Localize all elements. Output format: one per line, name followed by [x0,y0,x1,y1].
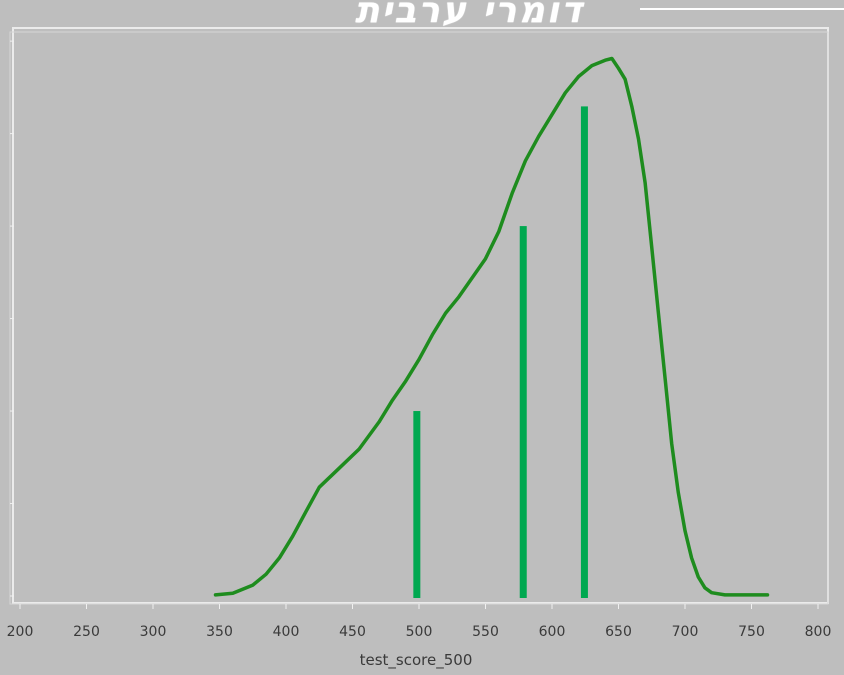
x-tick-label: 550 [472,624,499,640]
x-tick-label: 350 [206,624,233,640]
x-tick-label: 200 [7,624,34,640]
x-tick-label: 700 [672,624,699,640]
plot-frame [12,27,829,604]
x-axis-label: test_score_500 [0,651,844,669]
x-tick-label: 250 [73,624,100,640]
x-tick-label: 500 [406,624,433,640]
x-tick-label: 400 [273,624,300,640]
x-tick-label: 450 [339,624,366,640]
bar [519,226,527,598]
bar [580,106,588,599]
x-tick-label: 600 [539,624,566,640]
x-axis-label-text: test_score_500 [359,651,473,669]
chart-title: דומרי ערבית [355,0,585,31]
density-curve [213,56,770,597]
bar [413,411,421,598]
x-tick-label: 300 [140,624,167,640]
x-tick-label: 650 [605,624,632,640]
x-tick-label: 750 [738,624,765,640]
x-tick-label: 800 [805,624,832,640]
